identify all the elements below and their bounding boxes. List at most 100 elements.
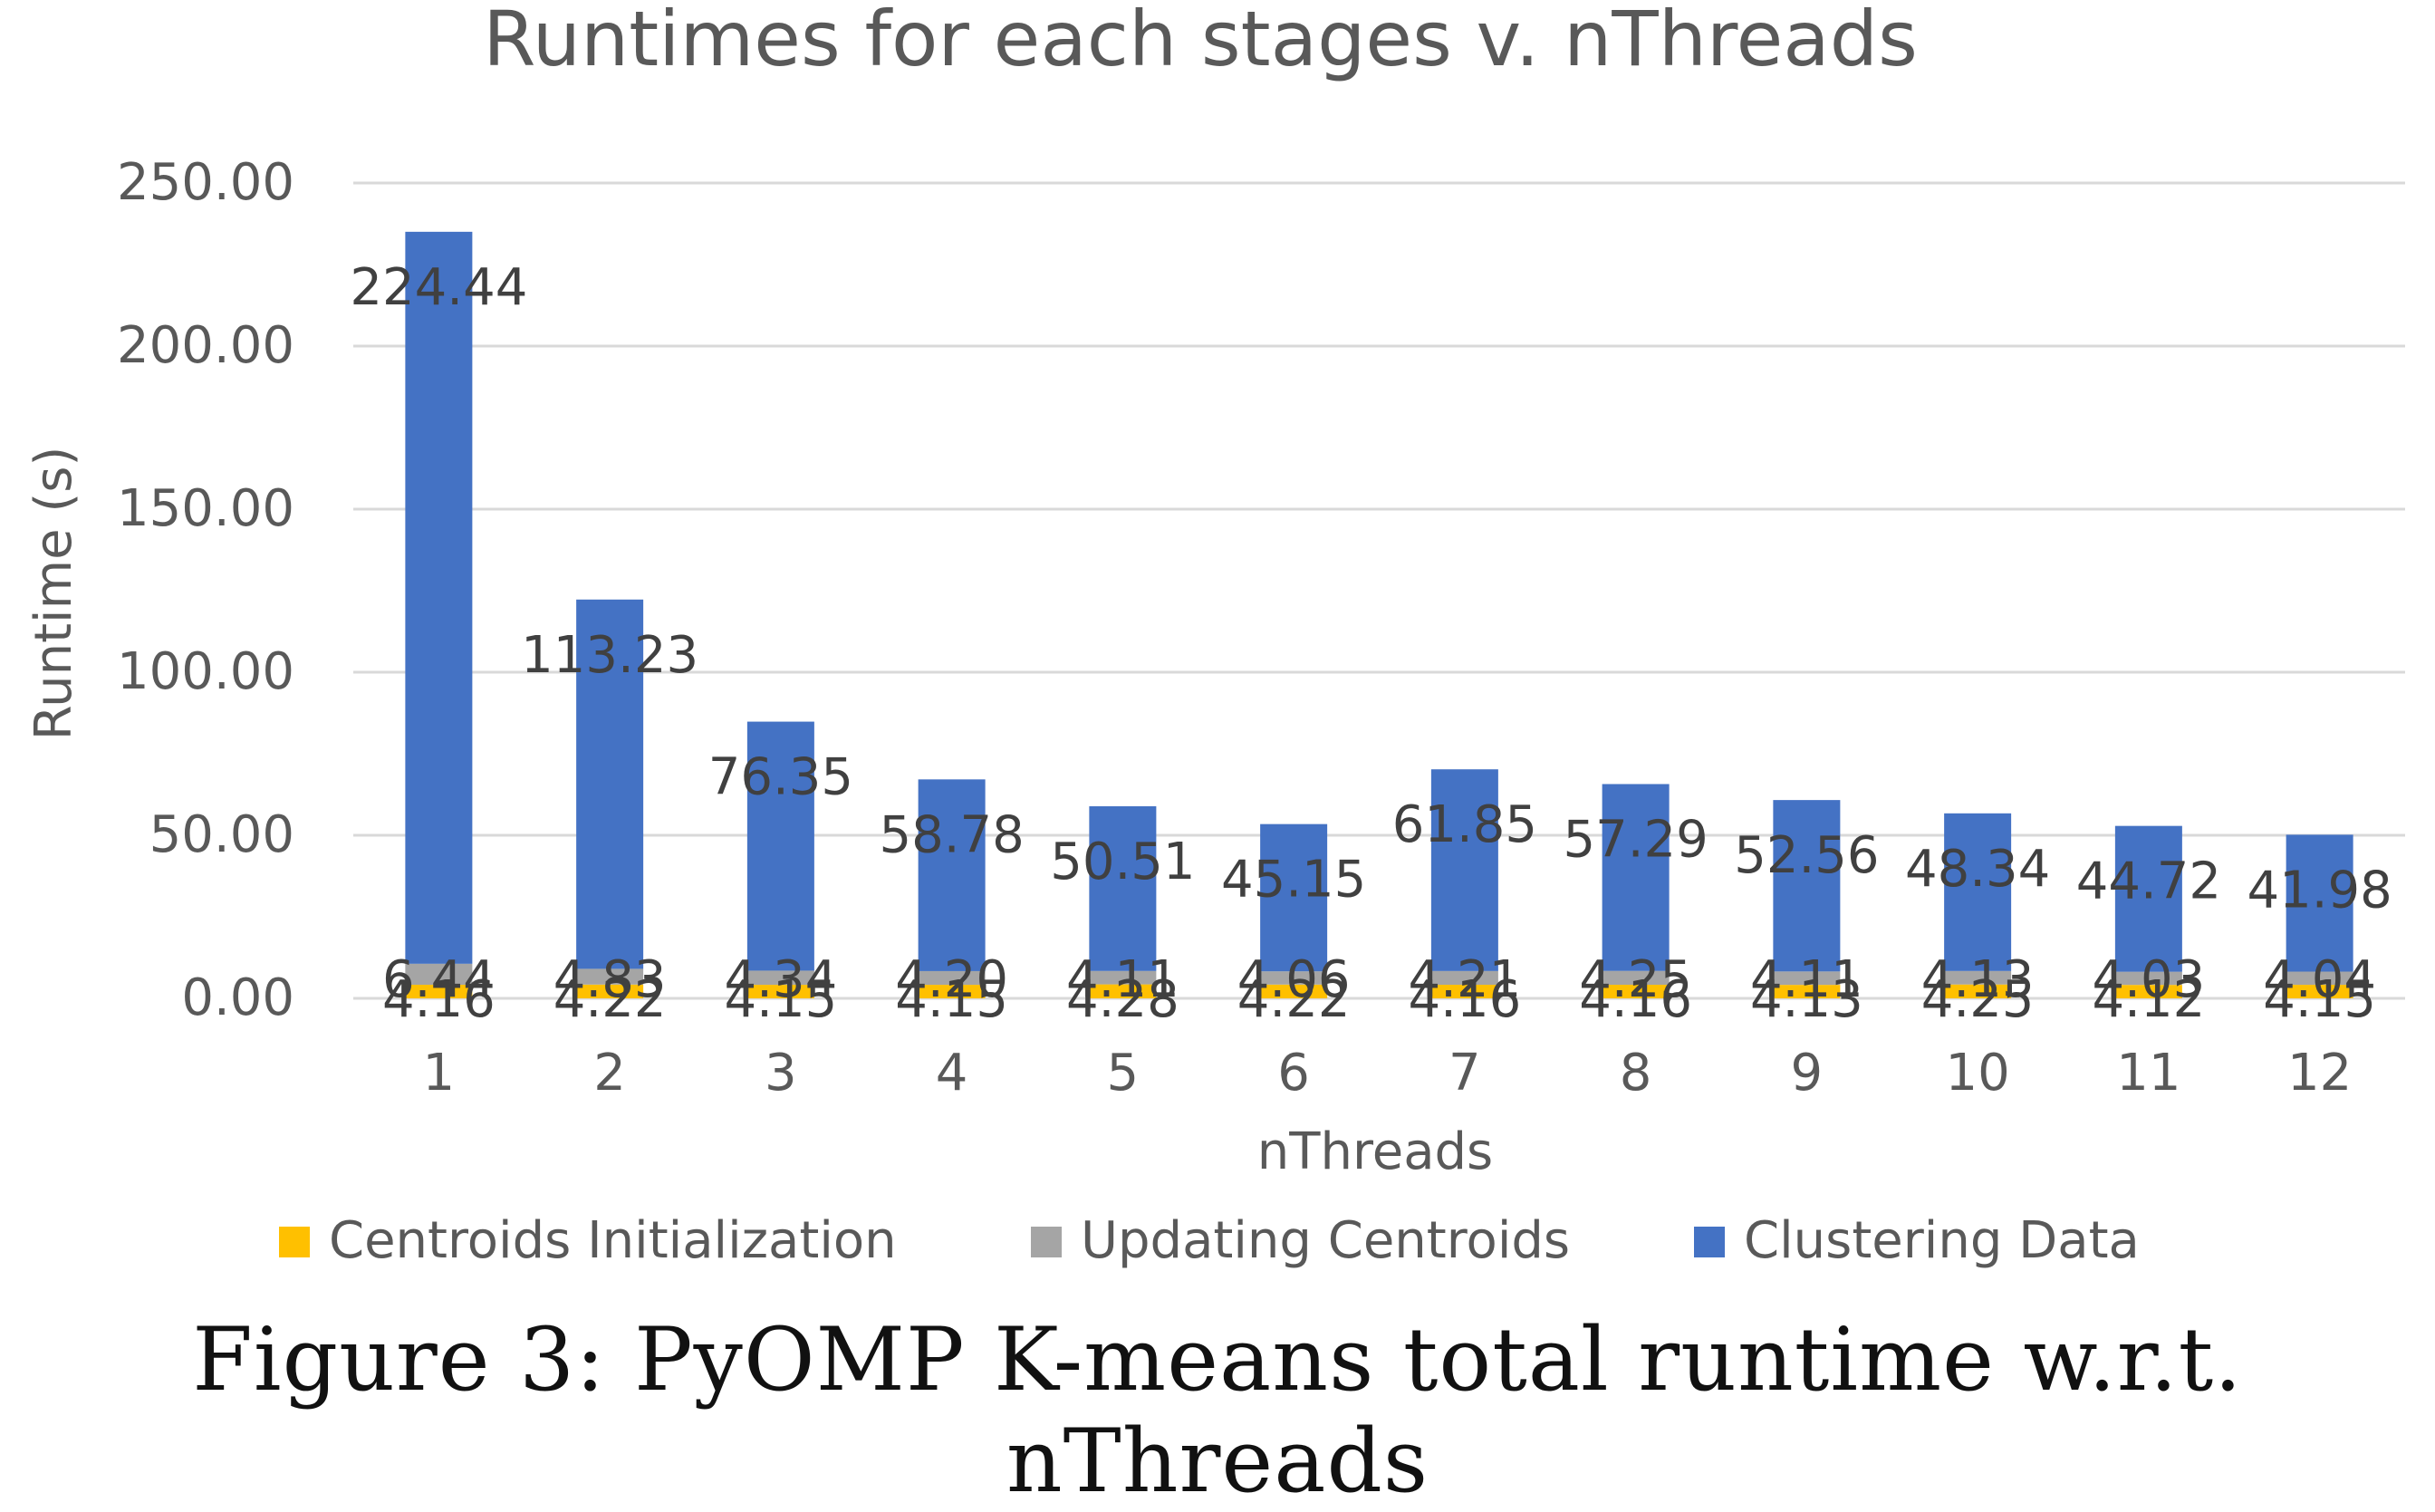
bar-segment xyxy=(1773,800,1841,972)
x-tick-label: 5 xyxy=(1107,1044,1140,1103)
data-label: 4.11 xyxy=(1066,950,1179,1009)
bar-segment xyxy=(2114,985,2182,998)
bar-segment xyxy=(576,599,644,969)
data-label: 50.51 xyxy=(1050,833,1195,891)
x-tick-label: 12 xyxy=(2287,1044,2352,1103)
legend-swatch xyxy=(1694,1227,1725,1257)
legend-swatch xyxy=(279,1227,310,1257)
legend-swatch xyxy=(1031,1227,1062,1257)
bar-segment xyxy=(2286,834,2353,972)
figure-caption: Figure 3: PyOMP K-means total runtime w.… xyxy=(192,1309,2243,1512)
bar-segment xyxy=(1089,970,1157,985)
data-label: 4.04 xyxy=(2263,950,2376,1009)
legend-label: Clustering Data xyxy=(1744,1211,2140,1270)
bar-segment xyxy=(1089,984,1157,998)
y-tick-label: 100.00 xyxy=(117,642,294,701)
data-label: 4.22 xyxy=(553,970,667,1029)
data-label: 48.34 xyxy=(1905,840,2050,899)
y-tick-label: 200.00 xyxy=(117,316,294,375)
bar-segment xyxy=(1944,984,2012,998)
x-tick-labels: 1 2 3 4 5 6 7 8 9 10 11 12 xyxy=(423,1044,2353,1103)
data-label: 44.72 xyxy=(2076,852,2221,911)
data-label: 4.12 xyxy=(2093,970,2206,1029)
bar-segment xyxy=(1602,970,1670,986)
bar-segment xyxy=(2286,971,2353,986)
bar-segment xyxy=(1602,784,1670,971)
y-tick-label: 150.00 xyxy=(117,479,294,538)
data-label: 4.03 xyxy=(2093,950,2206,1009)
bar-segment xyxy=(1260,823,1328,972)
data-label: 4.21 xyxy=(1409,950,1522,1009)
data-label: 57.29 xyxy=(1563,810,1708,869)
x-tick-label: 3 xyxy=(765,1044,797,1103)
x-tick-label: 4 xyxy=(936,1044,968,1103)
bar-layer xyxy=(405,231,2353,998)
y-tick-label: 0.00 xyxy=(181,968,294,1027)
data-label: 4.25 xyxy=(1579,950,1692,1009)
x-tick-label: 2 xyxy=(593,1044,626,1103)
data-label: 4.25 xyxy=(1921,970,2035,1029)
bar-segment xyxy=(1430,769,1498,971)
chart: Runtimes for each stages v. nThreads 0.0… xyxy=(24,0,2405,1512)
bar-segment xyxy=(1602,985,1670,998)
data-label: 45.15 xyxy=(1221,851,1366,910)
legend-label: Updating Centroids xyxy=(1081,1211,1570,1270)
x-tick-label: 8 xyxy=(1620,1044,1652,1103)
bar-segment xyxy=(405,985,473,998)
x-tick-label: 10 xyxy=(1945,1044,2009,1103)
data-label: 4.11 xyxy=(1750,950,1863,1009)
data-label: 4.16 xyxy=(382,970,496,1029)
data-label: 6.44 xyxy=(382,950,496,1009)
bar-segment xyxy=(918,779,986,971)
x-tick-label: 6 xyxy=(1277,1044,1310,1103)
bar-segment xyxy=(918,985,986,998)
x-tick-label: 1 xyxy=(423,1044,456,1103)
data-label: 4.22 xyxy=(1237,970,1351,1029)
bar-segment xyxy=(1260,971,1328,985)
bar-segment xyxy=(1430,970,1498,986)
bar-segment xyxy=(405,231,473,964)
data-label: 224.44 xyxy=(350,258,527,317)
data-label: 61.85 xyxy=(1392,795,1537,854)
x-tick-label: 11 xyxy=(2116,1044,2180,1103)
y-axis-label: Runtime (s) xyxy=(24,447,83,741)
bar-segment xyxy=(2286,985,2353,998)
legend: Centroids Initialization Updating Centroi… xyxy=(279,1211,2140,1270)
bar-segment xyxy=(576,984,644,998)
data-label: 58.78 xyxy=(879,805,1024,864)
bar-segment xyxy=(1089,805,1157,971)
data-label: 4.15 xyxy=(895,970,1008,1029)
x-tick-label: 7 xyxy=(1448,1044,1481,1103)
y-tick-label: 50.00 xyxy=(149,805,294,864)
data-label: 4.34 xyxy=(725,950,838,1009)
bar-segment xyxy=(1773,971,1841,986)
y-tick-labels: 0.00 50.00 100.00 150.00 200.00 250.00 xyxy=(117,153,294,1027)
data-label: 4.16 xyxy=(1409,970,1522,1029)
data-label: 4.13 xyxy=(1750,970,1863,1029)
bar-segment xyxy=(1430,985,1498,998)
y-tick-label: 250.00 xyxy=(117,153,294,212)
data-labels: 224.446.444.16113.234.834.2276.354.344.1… xyxy=(350,258,2392,1029)
data-label: 4.13 xyxy=(1921,950,2035,1009)
data-label: 4.16 xyxy=(1579,970,1692,1029)
bar-segment xyxy=(576,968,644,985)
x-axis-label: nThreads xyxy=(1257,1122,1493,1181)
data-label: 4.20 xyxy=(895,950,1008,1009)
data-label: 4.28 xyxy=(1066,970,1179,1029)
chart-title: Runtimes for each stages v. nThreads xyxy=(483,0,1918,83)
bar-segment xyxy=(746,985,814,998)
legend-label: Centroids Initialization xyxy=(329,1211,897,1270)
bar-segment xyxy=(1944,970,2012,985)
bar-segment xyxy=(1260,984,1328,998)
data-label: 113.23 xyxy=(521,626,698,685)
data-label: 76.35 xyxy=(708,748,853,807)
data-label: 41.98 xyxy=(2247,861,2392,920)
bar-segment xyxy=(746,721,814,971)
grid-layer xyxy=(353,181,2405,1000)
chart-svg: Runtimes for each stages v. nThreads 0.0… xyxy=(24,0,2405,1270)
bar-segment xyxy=(405,963,473,986)
bar-segment xyxy=(746,970,814,986)
data-label: 4.15 xyxy=(2263,970,2376,1029)
x-tick-label: 9 xyxy=(1791,1044,1824,1103)
bar-segment xyxy=(2114,971,2182,986)
